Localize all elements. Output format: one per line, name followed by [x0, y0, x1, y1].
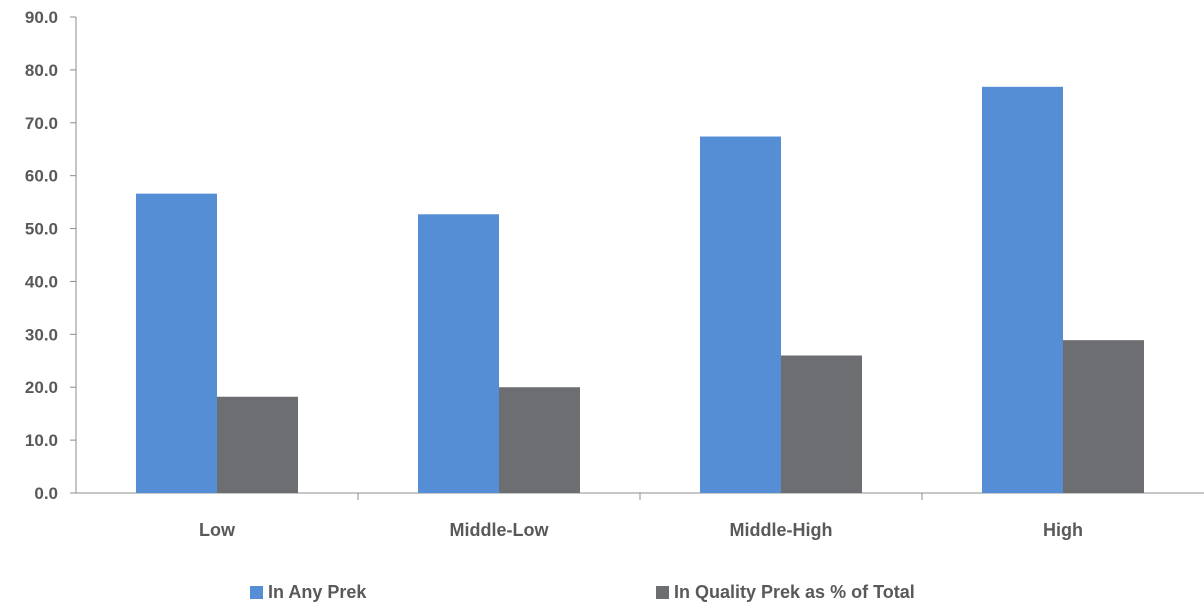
legend: In Any Prek In Quality Prek as % of Tota… [0, 582, 1204, 608]
x-axis: Low Middle-Low Middle-High High [76, 492, 1204, 540]
bars [136, 86, 1144, 494]
y-tick-label: 0.0 [34, 484, 58, 503]
y-tick-label: 90.0 [25, 8, 58, 27]
x-tick-label: High [1043, 520, 1083, 540]
bar-series-1-middle-low [418, 214, 499, 493]
bar-series-1-high [982, 86, 1063, 494]
legend-label-series-2: In Quality Prek as % of Total [674, 582, 915, 602]
y-tick-label: 20.0 [25, 378, 58, 397]
x-tick-label: Middle-High [730, 520, 833, 540]
legend-label-series-1: In Any Prek [268, 582, 367, 602]
bar-series-2-low [217, 396, 298, 493]
bar-chart: 0.010.020.030.040.050.060.070.080.090.0 … [25, 8, 1204, 540]
legend-item-series-1: In Any Prek [250, 582, 366, 603]
legend-item-series-2: In Quality Prek as % of Total [656, 582, 915, 603]
y-axis: 0.0 10.0 20.0 30.0 40.0 50.0 60.0 70.0 80.0 90.0 [25, 8, 77, 503]
bar-series-2-high [1063, 340, 1144, 493]
x-tick-label: Low [199, 520, 236, 540]
legend-swatch-series-1 [250, 586, 263, 599]
y-tick-label: 40.0 [25, 272, 58, 291]
x-tick-label: Middle-Low [450, 520, 550, 540]
bar-series-2-middle-high [781, 355, 862, 493]
legend-swatch-series-2 [656, 586, 669, 599]
bar-series-1-low [136, 193, 217, 493]
y-tick-label: 60.0 [25, 167, 58, 186]
y-tick-label: 50.0 [25, 220, 58, 239]
bar-series-2-middle-low [499, 387, 580, 493]
bar-series-1-middle-high [700, 136, 781, 494]
y-tick-label: 80.0 [25, 61, 58, 80]
y-tick-label: 30.0 [25, 325, 58, 344]
y-tick-label: 70.0 [25, 114, 58, 133]
y-tick-label: 10.0 [25, 431, 58, 450]
